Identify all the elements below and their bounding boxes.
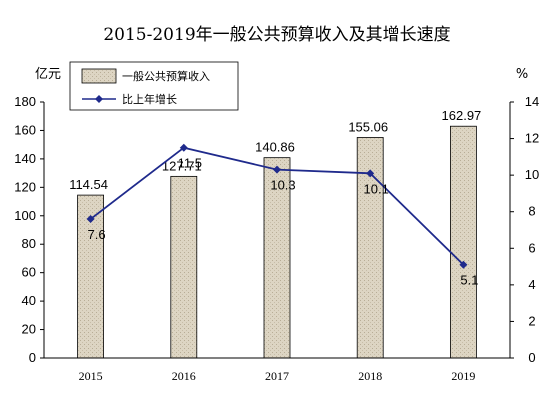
y-left-tick-label: 20 bbox=[22, 322, 36, 337]
x-axis-category-labels: 2015 2016 2017 2018 2019 bbox=[79, 369, 476, 383]
y-left-tick-label: 60 bbox=[22, 265, 36, 280]
y-left-tick-label: 0 bbox=[29, 350, 36, 365]
bar bbox=[263, 157, 291, 359]
line-series bbox=[86, 143, 468, 269]
line-value-label: 5.1 bbox=[460, 273, 478, 288]
y-left-tick-label: 140 bbox=[14, 151, 36, 166]
line-value-label: 11.5 bbox=[178, 156, 202, 171]
y-left-unit-label: 亿元 bbox=[35, 67, 61, 82]
y-right-tick-label: 4 bbox=[528, 277, 535, 292]
growth-point-marker bbox=[459, 260, 468, 269]
x-category-label: 2018 bbox=[358, 369, 382, 383]
y-right-tick-label: 0 bbox=[528, 350, 535, 365]
y-right-tick-label: 2 bbox=[528, 313, 535, 328]
x-category-label: 2017 bbox=[265, 369, 289, 383]
growth-point-marker bbox=[366, 169, 375, 178]
x-category-label: 2015 bbox=[79, 369, 103, 383]
y-left-tick-label: 160 bbox=[14, 122, 36, 137]
line-value-label: 10.1 bbox=[364, 181, 389, 196]
bar-value-label: 127.71 bbox=[162, 158, 202, 173]
y-right-tick-label: 10 bbox=[525, 167, 539, 182]
bar bbox=[77, 194, 104, 359]
y-left-tick-label: 180 bbox=[14, 94, 36, 109]
line-value-labels: 7.6 11.5 10.3 10.1 5.1 bbox=[88, 156, 479, 288]
growth-point-marker bbox=[179, 143, 188, 152]
x-category-label: 2016 bbox=[172, 369, 196, 383]
bar bbox=[356, 137, 384, 359]
y-left-tick-label: 40 bbox=[22, 293, 36, 308]
y-left-tick-label: 80 bbox=[22, 236, 36, 251]
chart-title: 2015-2019年一般公共预算收入及其增长速度 bbox=[103, 25, 450, 45]
bar-value-label: 155.06 bbox=[348, 119, 388, 134]
y-right-tick-label: 12 bbox=[525, 131, 539, 146]
y-left-axis-ticks: 0 20 40 60 80 100 120 140 160 180 bbox=[14, 94, 44, 365]
growth-point-marker bbox=[86, 215, 95, 224]
line-value-label: 7.6 bbox=[88, 227, 106, 242]
bar-series bbox=[77, 125, 477, 359]
bar-value-labels: 114.54 127.71 140.86 155.06 162.97 bbox=[69, 108, 481, 192]
y-left-tick-label: 120 bbox=[14, 179, 36, 194]
line-value-label: 10.3 bbox=[270, 178, 295, 193]
legend-bar-swatch bbox=[81, 68, 117, 84]
bar bbox=[449, 125, 477, 359]
legend: 一般公共预算收入 比上年增长 bbox=[69, 61, 239, 111]
y-right-unit-label: % bbox=[516, 67, 528, 82]
y-right-tick-label: 8 bbox=[528, 204, 535, 219]
bar bbox=[170, 175, 198, 359]
y-right-tick-label: 14 bbox=[525, 94, 539, 109]
growth-point-marker bbox=[273, 165, 281, 174]
legend-bar-label: 一般公共预算收入 bbox=[122, 69, 210, 83]
bar-value-label: 162.97 bbox=[442, 108, 482, 123]
y-right-tick-label: 6 bbox=[528, 240, 535, 255]
bar-value-label: 114.54 bbox=[69, 177, 108, 192]
y-right-axis-ticks: 0 2 4 6 8 10 12 14 bbox=[510, 94, 539, 365]
legend-line-label: 比上年增长 bbox=[122, 92, 177, 106]
x-category-label: 2019 bbox=[451, 369, 475, 383]
bar-value-label: 140.86 bbox=[255, 140, 295, 155]
y-left-tick-label: 100 bbox=[14, 208, 36, 223]
legend-line-marker bbox=[95, 95, 103, 103]
